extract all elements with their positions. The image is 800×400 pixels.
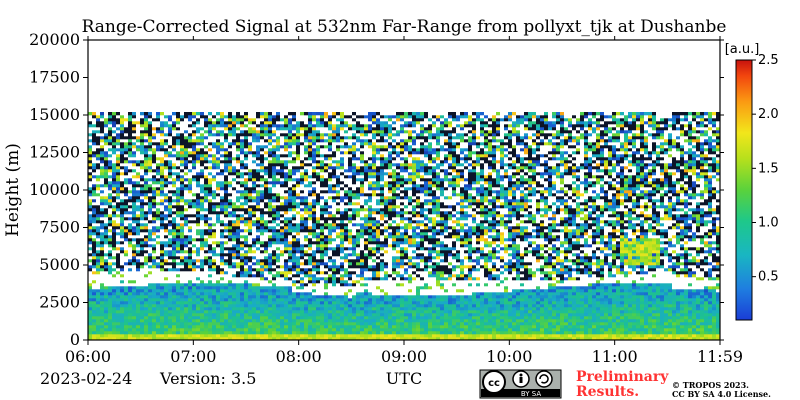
colorbar-tick-label: 1.5 <box>758 161 779 176</box>
x-tick-label: 10:00 <box>486 347 532 366</box>
x-tick-label: 07:00 <box>170 347 216 366</box>
chart-title: Range-Corrected Signal at 532nm Far-Rang… <box>82 17 727 37</box>
x-tick-label: 11:00 <box>592 347 638 366</box>
y-tick-label: 12500 <box>29 143 80 162</box>
colorbar-ticks: 0.5 1.0 1.5 2.0 2.5 <box>752 53 779 285</box>
colorbar-tick-label: 0.5 <box>758 270 779 285</box>
x-tick-label: 11:59 <box>697 347 743 366</box>
x-tick-label: 06:00 <box>65 347 111 366</box>
colorbar-tick-label: 1.0 <box>758 216 779 231</box>
sa-icon <box>536 371 552 387</box>
license-badge-text: BY SA <box>521 390 541 398</box>
version-label: Version: 3.5 <box>159 369 256 388</box>
x-tick-label: 08:00 <box>276 347 322 366</box>
y-tick-label: 5000 <box>39 255 80 274</box>
cc-license-badge: cc BY SA <box>480 370 561 398</box>
colorbar-tick-label: 2.5 <box>758 53 779 68</box>
preliminary-line2: Results. <box>576 384 639 400</box>
colorbar <box>736 60 752 320</box>
y-tick-label: 20000 <box>29 30 80 49</box>
y-tick-label: 2500 <box>39 293 80 312</box>
x-axis-label: UTC <box>386 369 422 388</box>
colorbar-tick-label: 2.0 <box>758 107 779 122</box>
y-tick-label: 15000 <box>29 105 80 124</box>
y-tick-label: 7500 <box>39 218 80 237</box>
colorbar-unit: [a.u.] <box>725 42 760 57</box>
figure: Range-Corrected Signal at 532nm Far-Rang… <box>0 0 800 400</box>
y-tick-label: 10000 <box>29 180 80 199</box>
preliminary-line1: Preliminary <box>576 369 669 385</box>
signal-heatmap <box>88 112 720 340</box>
y-axis-label: Height (m) <box>3 143 23 237</box>
x-tick-label: 09:00 <box>381 347 427 366</box>
copyright-line2: CC BY SA 4.0 License. <box>672 389 771 399</box>
date-label: 2023-02-24 <box>40 369 132 388</box>
y-tick-label: 17500 <box>29 68 80 87</box>
